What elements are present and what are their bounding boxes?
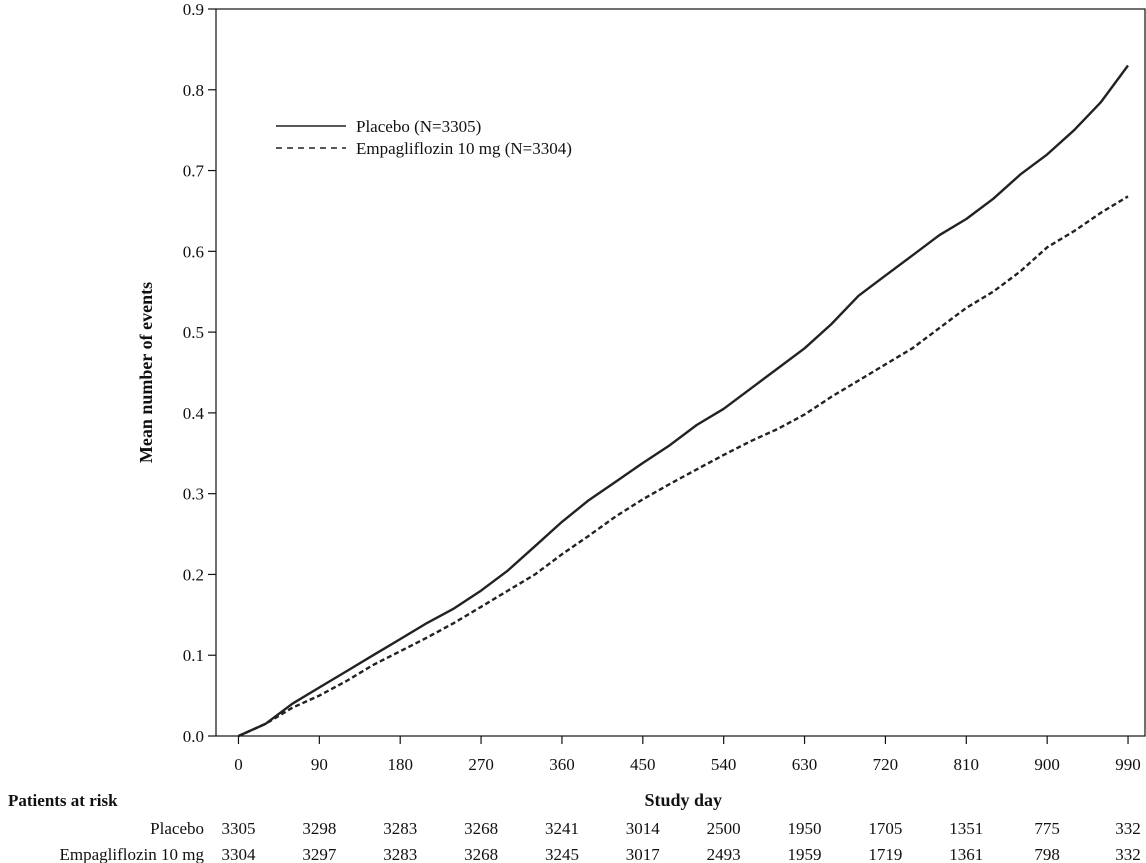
risk-cell: 1361 <box>949 845 983 863</box>
y-tick-label: 0.4 <box>183 404 205 423</box>
y-tick-label: 0.6 <box>183 242 204 261</box>
x-tick-label: 810 <box>954 755 980 774</box>
risk-table: Patients at risk Placebo 3305 3298 3283 3268… <box>8 791 1141 863</box>
legend: Placebo (N=3305) Empagliflozin 10 mg (N=… <box>276 117 572 158</box>
series-line-placebo <box>238 64 1129 738</box>
y-tick-label: 0.0 <box>183 727 204 746</box>
x-tick-label: 450 <box>630 755 656 774</box>
risk-cell: 1705 <box>868 819 902 838</box>
x-tick-label: 360 <box>549 755 575 774</box>
risk-table-header: Patients at risk <box>8 791 118 810</box>
risk-cell: 332 <box>1115 819 1141 838</box>
series-line-empagliflozin <box>238 195 1129 738</box>
y-tick-label: 0.9 <box>183 0 204 19</box>
y-tick-label: 0.7 <box>183 162 205 181</box>
x-tick-label: 180 <box>387 755 413 774</box>
x-tick-label: 270 <box>468 755 494 774</box>
risk-cell: 3283 <box>383 819 417 838</box>
y-axis: 0.0 0.1 0.2 0.3 0.4 0.5 0.6 0.7 0.8 0.9 <box>183 0 216 746</box>
risk-cell: 3241 <box>545 819 579 838</box>
x-tick-label: 0 <box>234 755 243 774</box>
legend-label-placebo: Placebo (N=3305) <box>356 117 481 136</box>
x-axis-label: Study day <box>644 790 722 810</box>
x-tick-label: 900 <box>1034 755 1060 774</box>
x-tick-label: 630 <box>792 755 818 774</box>
y-tick-label: 0.2 <box>183 565 204 584</box>
risk-cell: 3014 <box>626 819 661 838</box>
y-tick-label: 0.3 <box>183 485 204 504</box>
legend-label-empagliflozin: Empagliflozin 10 mg (N=3304) <box>356 139 572 158</box>
risk-cell: 1950 <box>788 819 822 838</box>
y-tick-label: 0.5 <box>183 323 204 342</box>
risk-cell: 3297 <box>302 845 337 863</box>
risk-cell: 798 <box>1034 845 1060 863</box>
risk-cell: 1959 <box>788 845 822 863</box>
risk-row-label: Empagliflozin 10 mg <box>60 845 205 863</box>
risk-row-label: Placebo <box>150 819 204 838</box>
risk-cell: 2493 <box>707 845 741 863</box>
y-tick-label: 0.8 <box>183 81 204 100</box>
risk-cell: 3017 <box>626 845 661 863</box>
y-axis-label: Mean number of events <box>136 282 156 463</box>
risk-cell: 3298 <box>302 819 336 838</box>
risk-cell: 3245 <box>545 845 579 863</box>
x-tick-label: 540 <box>711 755 737 774</box>
risk-cell: 3268 <box>464 819 498 838</box>
x-axis: 0 90 180 270 360 450 540 630 720 810 900 990 <box>234 736 1141 774</box>
x-tick-label: 990 <box>1115 755 1141 774</box>
risk-cell: 3305 <box>221 819 255 838</box>
series-layer <box>238 64 1129 738</box>
risk-cell: 1719 <box>868 845 902 863</box>
risk-cell: 1351 <box>949 819 983 838</box>
risk-cell: 3268 <box>464 845 498 863</box>
x-tick-label: 720 <box>873 755 899 774</box>
risk-cell: 2500 <box>707 819 741 838</box>
y-tick-label: 0.1 <box>183 646 204 665</box>
risk-cell: 3304 <box>221 845 256 863</box>
risk-cell: 3283 <box>383 845 417 863</box>
plot-frame <box>215 8 1146 737</box>
risk-cell: 332 <box>1115 845 1141 863</box>
risk-cell: 775 <box>1034 819 1060 838</box>
x-tick-label: 90 <box>311 755 328 774</box>
